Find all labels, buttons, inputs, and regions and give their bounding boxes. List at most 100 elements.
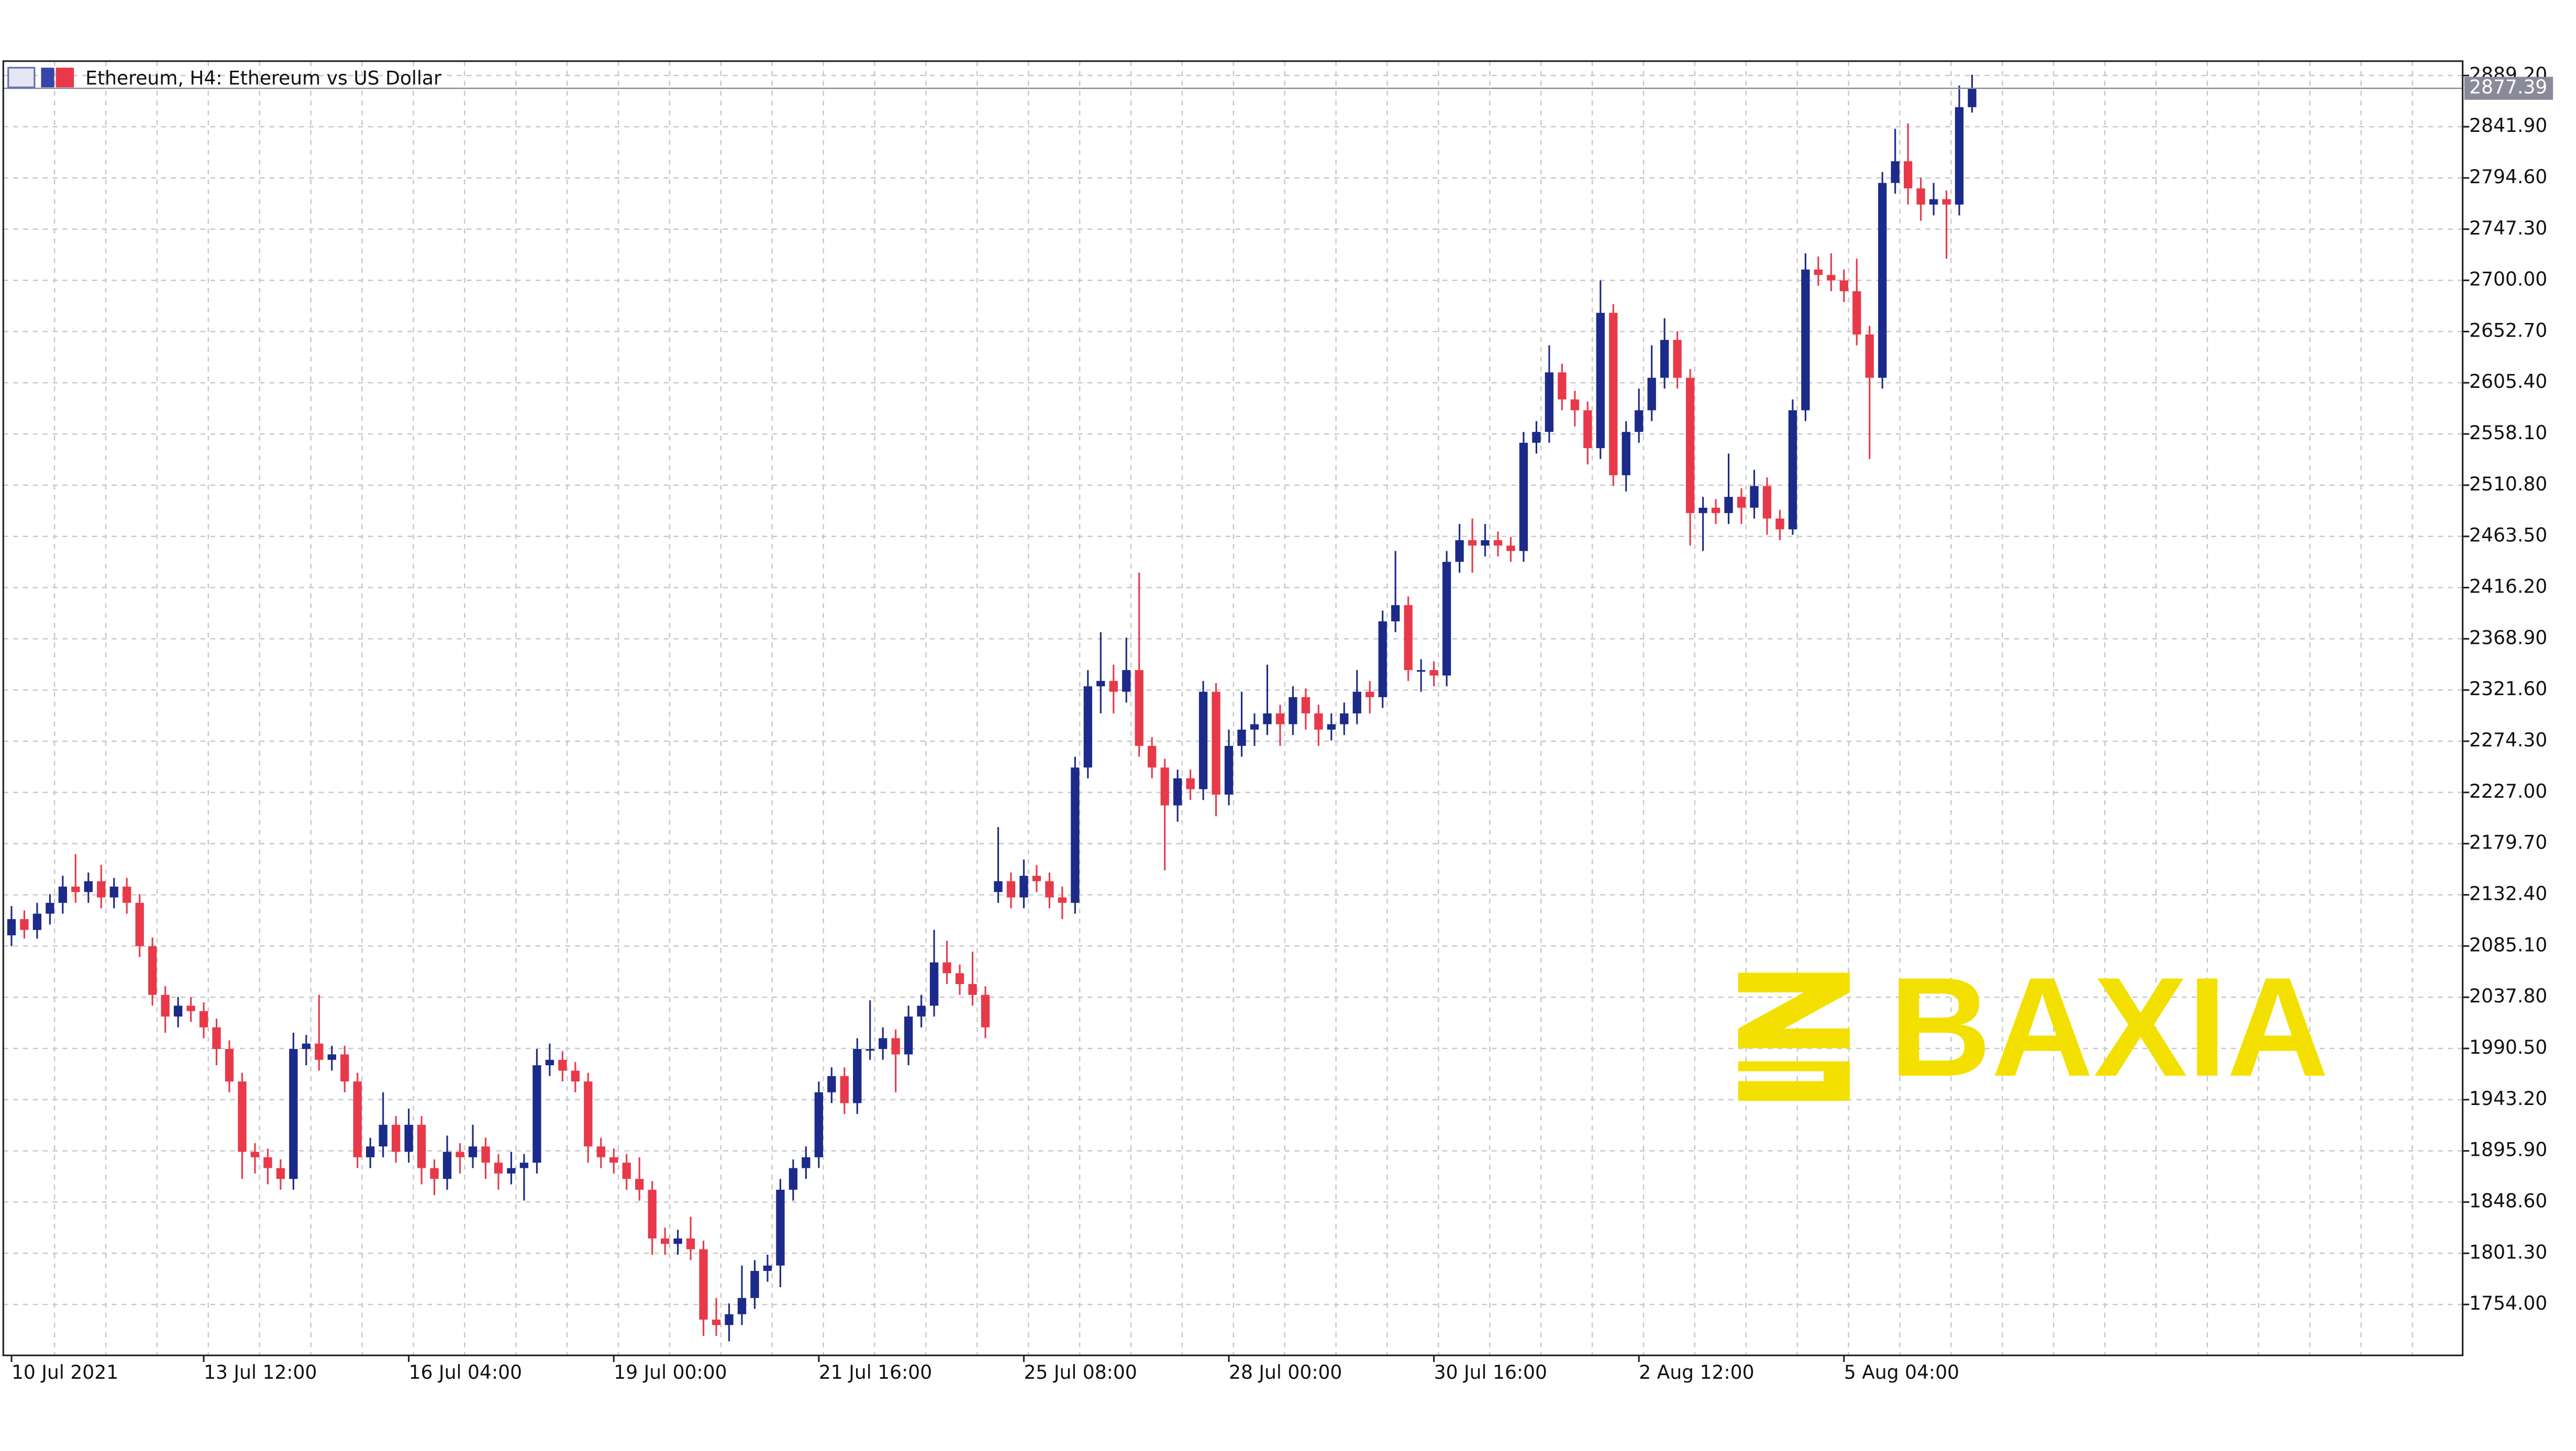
candle-body xyxy=(558,1059,567,1071)
candle-body xyxy=(917,1006,926,1017)
candle-body xyxy=(1071,767,1080,903)
candle-body xyxy=(1148,745,1157,768)
candle-body xyxy=(1558,372,1567,400)
candle-body xyxy=(430,1168,439,1179)
x-tick-label: 13 Jul 12:00 xyxy=(204,1361,317,1383)
icon xyxy=(41,68,54,87)
candle-body xyxy=(673,1238,682,1244)
x-tick-label: 10 Jul 2021 xyxy=(12,1361,118,1383)
candle-body xyxy=(699,1249,708,1320)
candle-body xyxy=(1878,183,1887,378)
candle-body xyxy=(1468,540,1477,546)
y-tick-label: 2558.10 xyxy=(2469,422,2547,444)
candle-body xyxy=(661,1238,670,1244)
candle-body xyxy=(148,946,157,995)
candle-body xyxy=(1673,340,1682,378)
candle-body xyxy=(1442,562,1451,676)
y-tick-label: 1943.20 xyxy=(2469,1088,2547,1110)
candle-body xyxy=(1635,410,1644,432)
candle-body xyxy=(789,1168,798,1190)
candle-body xyxy=(173,1006,183,1017)
candle-body xyxy=(1160,767,1169,806)
candle-body xyxy=(929,962,939,1006)
candle-body xyxy=(1135,670,1143,746)
candle-body xyxy=(1275,713,1285,724)
y-tick-label: 2747.30 xyxy=(2469,217,2547,239)
candle-body xyxy=(46,902,54,914)
candle-body xyxy=(1429,670,1438,676)
y-tick-label: 2037.80 xyxy=(2469,985,2547,1007)
axes: 1754.00 1801.30 1848.60 1895.90 1943.20 1990.… xyxy=(10,63,2553,1383)
candle-body xyxy=(584,1081,593,1147)
candle-body xyxy=(1506,545,1515,551)
candle-body xyxy=(481,1146,490,1163)
candle-body xyxy=(289,1049,298,1179)
y-tick-label: 2700.00 xyxy=(2469,269,2547,291)
y-tick-label: 2227.00 xyxy=(2469,780,2547,802)
candle-body xyxy=(507,1168,516,1174)
candle-body xyxy=(1647,377,1656,410)
candle-body xyxy=(123,886,131,903)
candle-body xyxy=(494,1163,503,1174)
candle-body xyxy=(97,881,106,898)
candle-body xyxy=(571,1070,580,1082)
candle-body xyxy=(1532,432,1541,443)
watermark: BAXIA xyxy=(1889,948,2329,1106)
candle-body xyxy=(161,995,170,1017)
candle-body xyxy=(1968,88,1977,107)
x-tick-label: 21 Jul 16:00 xyxy=(819,1361,932,1383)
candle-body xyxy=(1493,540,1503,546)
candle-body xyxy=(1186,778,1195,789)
candle-body xyxy=(1019,876,1028,898)
candle-body xyxy=(802,1157,810,1168)
y-tick-label: 2510.80 xyxy=(2469,473,2547,495)
candle-body xyxy=(1904,161,1913,188)
candle-body xyxy=(186,1006,195,1011)
y-tick-label: 2132.40 xyxy=(2469,883,2547,905)
candle-body xyxy=(1032,876,1041,881)
last-price-label: 2877.39 xyxy=(2469,76,2547,98)
candle-body xyxy=(250,1152,260,1157)
candle-body xyxy=(1173,778,1182,806)
candle-body xyxy=(442,1152,452,1179)
candle-body xyxy=(840,1076,849,1103)
candle-body xyxy=(879,1038,887,1050)
x-tick-label: 30 Jul 16:00 xyxy=(1434,1361,1547,1383)
candle-body xyxy=(379,1124,387,1147)
candle-body xyxy=(1852,291,1861,335)
candle-body xyxy=(109,886,118,898)
candle-body xyxy=(58,886,68,903)
y-tick-label: 2368.90 xyxy=(2469,627,2547,649)
candle-body xyxy=(71,886,80,892)
candle-body xyxy=(1788,410,1797,530)
symbol-icons xyxy=(7,66,74,88)
candle-body xyxy=(1327,724,1336,730)
candle-body xyxy=(609,1157,618,1163)
y-tick-label: 2652.70 xyxy=(2469,319,2547,341)
candle-body xyxy=(865,1049,874,1051)
candle-body xyxy=(1698,507,1707,514)
candle-body xyxy=(622,1163,631,1179)
candle-body xyxy=(814,1092,824,1157)
candle-body xyxy=(276,1168,285,1179)
plot-frame xyxy=(2,60,2464,1356)
candle-body xyxy=(1891,161,1900,183)
candle-body xyxy=(225,1049,234,1082)
candle-body xyxy=(1122,670,1131,692)
candle-body xyxy=(1289,697,1297,724)
candle-body xyxy=(635,1179,644,1190)
y-tick-label: 2416.20 xyxy=(2469,576,2547,598)
candle-body xyxy=(1955,107,1964,205)
candle-body xyxy=(1622,432,1630,475)
candle-body xyxy=(1737,497,1746,508)
candle-body xyxy=(7,919,16,935)
candle-body xyxy=(1750,486,1759,508)
candle-body xyxy=(1839,280,1848,292)
candle-body xyxy=(404,1124,413,1152)
candle-body xyxy=(545,1059,554,1066)
candle-body xyxy=(1519,442,1528,551)
candle-body xyxy=(904,1016,913,1055)
